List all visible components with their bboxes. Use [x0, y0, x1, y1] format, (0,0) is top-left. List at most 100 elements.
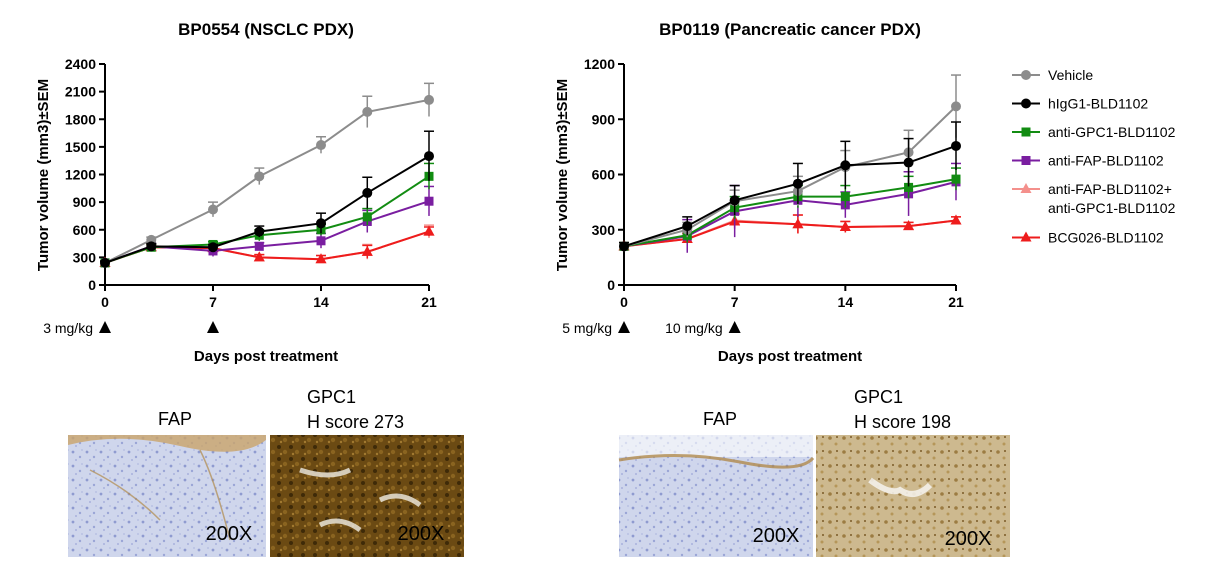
chart1-series-1 [100, 82, 434, 268]
chart1-series-4-point [424, 196, 434, 206]
chart2-series-6-point [839, 220, 851, 231]
chart2-series-3-point [951, 174, 961, 184]
chart2-dose-arrow [728, 321, 741, 333]
chart1-y-tick-label: 2400 [65, 56, 96, 72]
chart2-series-3-point [904, 182, 914, 192]
chart1-y-tick-label: 1500 [65, 139, 96, 155]
chart2-series-2-point [682, 221, 693, 232]
ihc-panel-gpc1-2-magnification: 200X [945, 528, 992, 550]
chart1-y-tick-label: 300 [73, 249, 97, 265]
ihc-panel-fap-2: FAP 200X [618, 409, 815, 557]
ihc-panel-gpc1-1-magnification: 200X [398, 523, 445, 545]
ihc-panel-fap-2-stain-label: FAP [703, 409, 737, 429]
legend-item-6-label: BCG026-BLD1102 [1048, 230, 1164, 246]
chart2-series-2-point [903, 157, 914, 168]
legend-item-4: anti-FAP-BLD1102 [1012, 153, 1164, 169]
chart2-y-tick-label: 600 [592, 167, 616, 183]
legend-item-5-label-line2: anti-GPC1-BLD1102 [1048, 200, 1176, 216]
ihc-panel-gpc1-2-score-line1: GPC1 [854, 387, 903, 407]
legend-item-5-label: anti-FAP-BLD1102+ [1048, 181, 1172, 197]
chart1-series-2-point [316, 218, 326, 229]
legend-item-4-label: anti-FAP-BLD1102 [1048, 153, 1164, 169]
chart1-y-tick-label: 1200 [65, 167, 96, 183]
chart1-x-axis-label: Days post treatment [194, 348, 338, 365]
chart1-series-2 [100, 130, 434, 268]
chart1-title: BP0554 (NSCLC PDX) [178, 20, 354, 39]
legend-item-6-marker [1020, 231, 1032, 242]
chart2-series-2-point [729, 195, 740, 206]
chart2-series-2 [619, 121, 961, 252]
chart2-y-tick-label: 1200 [584, 56, 615, 72]
chart1-series-1-point [208, 204, 218, 215]
ihc-panel-fap-1: FAP 200X [68, 409, 266, 557]
chart2-series-6-point [903, 220, 915, 231]
chart2-y-axis-label: Tumor volume (mm3)±SEM [554, 79, 571, 271]
chart1-dose-arrow [207, 321, 219, 333]
legend-item-2: hIgG1-BLD1102 [1012, 96, 1148, 112]
chart1-dose-label: 3 mg/kg [43, 320, 93, 336]
chart1-series-1-point [254, 171, 265, 182]
legend-item-1: Vehicle [1012, 67, 1093, 83]
chart2-y-tick-label: 0 [607, 277, 615, 293]
chart1-series-4 [100, 185, 434, 268]
chart2-dose-label: 5 mg/kg [562, 320, 612, 336]
ihc-panel-fap-1-stain-label: FAP [158, 409, 192, 429]
chart2-x-axis-label: Days post treatment [718, 348, 862, 365]
chart1-series-1-point [362, 106, 373, 117]
chart1-y-tick-label: 0 [88, 277, 96, 293]
chart1-series-6-point [253, 251, 265, 262]
chart1-series-2-point [208, 242, 218, 253]
chart2-y-tick-label: 900 [592, 111, 616, 127]
chart2-series-6-point [950, 214, 962, 225]
chart1-series-4-line [104, 200, 430, 264]
chart1-y-axis-label: Tumor volume (mm3)±SEM [35, 79, 52, 271]
chart1-series-4-point [316, 236, 326, 246]
chart2-y-tick-label: 300 [592, 222, 616, 238]
ihc-panel-gpc1-1: GPC1 H score 273 200X [270, 387, 464, 557]
chart1-series-2-point [424, 151, 434, 162]
chart1-y-tick-label: 1800 [65, 111, 96, 127]
chart2-title: BP0119 (Pancreatic cancer PDX) [659, 20, 921, 39]
chart1-y-tick-label: 2100 [65, 84, 96, 100]
chart1-y-tick-label: 900 [73, 194, 97, 210]
chart2-series-2-point [840, 160, 851, 171]
legend-item-3-marker [1021, 127, 1031, 137]
chart1-series-2-point [254, 226, 265, 237]
legend-item-5-marker [1020, 183, 1032, 193]
legend-item-3-label: anti-GPC1-BLD1102 [1048, 124, 1176, 140]
ihc-panel-fap-2-magnification: 200X [753, 525, 800, 547]
chart2-series-2-point [619, 241, 629, 252]
chart1-x-tick-label: 14 [313, 294, 329, 310]
chart1-y-tick-label: 600 [73, 222, 97, 238]
legend-item-6: BCG026-BLD1102 [1012, 230, 1164, 246]
chart1-dose-arrow [99, 321, 111, 333]
ihc-panel-gpc1-2-score-line2: H score 198 [854, 412, 951, 432]
chart2-series-6-point [792, 218, 804, 229]
chart2-series-1-point [951, 101, 961, 112]
chart1-x-tick-label: 0 [101, 294, 109, 310]
chart2-series-3 [619, 167, 961, 251]
chart1-x-tick-label: 21 [421, 294, 437, 310]
chart1-series-1-point [316, 140, 326, 151]
chart1-series-6-point [315, 253, 327, 264]
chart1-series-3-point [362, 212, 372, 222]
chart2-x-tick-label: 7 [731, 294, 739, 310]
ihc-panel-gpc1-2: GPC1 H score 198 200X [816, 387, 1010, 557]
chart1-plot: 0 300 600 900 1200 1500 1800 2100 2400 0 7 14 21 3 mg… [43, 56, 437, 336]
ihc-panel-gpc1-1-score-line2: H score 273 [307, 412, 404, 432]
legend-item-2-label: hIgG1-BLD1102 [1048, 96, 1148, 112]
chart2-plot: 0 300 600 900 1200 0 7 14 21 5 mg/kg 10 mg/kg [562, 56, 964, 336]
chart2-series-2-point [792, 178, 803, 189]
chart2-dose-arrow [618, 321, 630, 333]
chart2-x-tick-label: 14 [838, 294, 854, 310]
chart2-dose-label: 10 mg/kg [665, 320, 723, 336]
chart2-series-2-point [951, 140, 961, 151]
chart1-series-6-point [361, 245, 373, 256]
ihc-panel-fap-1-magnification: 200X [206, 523, 253, 545]
chart1-series-2-point [146, 241, 157, 252]
chart1-x-tick-label: 7 [209, 294, 217, 310]
legend-item-1-label: Vehicle [1048, 67, 1093, 83]
chart2-series-3-point [840, 192, 850, 202]
legend-item-5: anti-FAP-BLD1102+ anti-GPC1-BLD1102 [1012, 181, 1176, 216]
